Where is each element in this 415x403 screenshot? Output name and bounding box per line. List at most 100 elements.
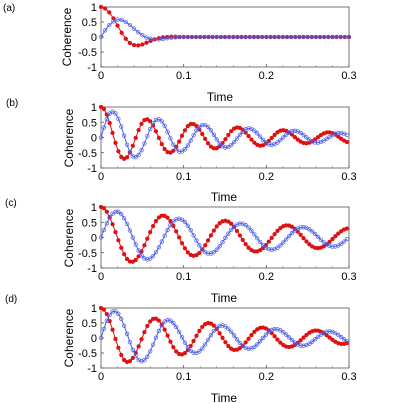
data-point <box>101 307 107 312</box>
data-point <box>252 232 257 237</box>
data-point <box>234 337 240 342</box>
data-point <box>174 324 179 330</box>
data-point <box>111 19 116 24</box>
data-point <box>179 217 185 222</box>
data-point <box>243 34 248 40</box>
data-point <box>148 319 153 324</box>
data-point <box>307 242 312 247</box>
data-point <box>153 335 159 340</box>
series-line-blue <box>100 19 349 40</box>
data-point <box>162 123 167 128</box>
data-point <box>110 130 115 136</box>
data-point <box>164 36 170 41</box>
data-point <box>191 350 196 355</box>
data-point <box>133 135 138 141</box>
data-point <box>264 34 269 40</box>
data-point <box>310 229 315 234</box>
data-point <box>176 216 182 221</box>
data-point <box>322 34 327 40</box>
data-point <box>136 344 141 349</box>
y-tick-label: 0 <box>91 333 97 345</box>
data-point <box>127 339 133 345</box>
data-point <box>176 235 182 240</box>
data-point <box>130 347 135 352</box>
data-point <box>119 352 124 358</box>
data-point <box>252 329 257 334</box>
data-point <box>234 136 240 141</box>
data-point <box>307 227 312 232</box>
plot-frame <box>100 206 350 269</box>
data-point <box>127 358 133 364</box>
data-point <box>101 125 107 130</box>
data-point <box>208 128 214 133</box>
data-point <box>226 34 232 40</box>
data-point <box>211 228 216 233</box>
data-point <box>223 340 228 345</box>
data-point <box>194 128 199 133</box>
data-point <box>185 223 190 228</box>
data-point <box>104 209 109 214</box>
data-point <box>255 236 260 241</box>
data-point <box>165 333 170 338</box>
data-point <box>136 127 141 133</box>
data-point <box>177 34 182 40</box>
y-tick-label: -1 <box>87 163 97 175</box>
data-point <box>327 243 332 249</box>
data-point <box>179 241 185 246</box>
data-point <box>298 338 303 343</box>
data-point <box>260 335 266 341</box>
data-point <box>104 117 109 122</box>
series-line-red <box>100 6 349 46</box>
data-point <box>152 37 157 42</box>
x-tick-label: 0 <box>98 271 104 283</box>
data-point <box>123 36 128 41</box>
data-point <box>139 253 144 258</box>
data-point <box>327 239 332 245</box>
x-tick-label: 0.3 <box>341 70 356 82</box>
panel-label: (d) <box>5 294 17 305</box>
data-point <box>344 139 350 145</box>
data-point <box>168 136 173 141</box>
panel-label: (a) <box>3 3 15 14</box>
data-point <box>237 340 243 346</box>
data-point <box>330 236 335 242</box>
data-point <box>266 247 271 252</box>
data-point <box>119 17 124 23</box>
data-point <box>315 234 321 240</box>
series-line-blue <box>100 211 348 260</box>
data-point <box>211 328 216 334</box>
data-point <box>281 240 286 245</box>
data-point <box>339 130 344 136</box>
data-point <box>142 330 147 335</box>
data-point <box>139 121 144 126</box>
data-point <box>289 224 295 229</box>
x-tick-label: 0 <box>98 70 104 82</box>
data-point <box>140 42 145 47</box>
data-point <box>182 147 188 152</box>
data-point <box>239 34 244 40</box>
data-point <box>200 247 205 252</box>
data-point <box>121 133 127 138</box>
data-point <box>102 28 108 33</box>
y-axis-label: Coherence <box>62 108 76 167</box>
data-point <box>298 232 303 237</box>
data-point <box>289 230 295 236</box>
data-point <box>304 239 309 244</box>
data-point <box>298 225 303 230</box>
data-point <box>113 140 118 146</box>
data-point <box>171 345 176 350</box>
data-point <box>223 235 228 241</box>
data-point <box>339 241 344 246</box>
data-point <box>136 248 141 253</box>
data-point <box>336 231 341 236</box>
x-axis-label: Time <box>211 391 238 403</box>
data-point <box>176 139 182 144</box>
data-point <box>119 124 124 129</box>
data-point <box>127 40 133 46</box>
data-point <box>275 228 280 233</box>
panel-label: (b) <box>6 98 18 109</box>
data-point <box>339 334 344 340</box>
data-point <box>310 339 315 344</box>
data-point <box>156 37 162 42</box>
data-point <box>145 354 150 359</box>
